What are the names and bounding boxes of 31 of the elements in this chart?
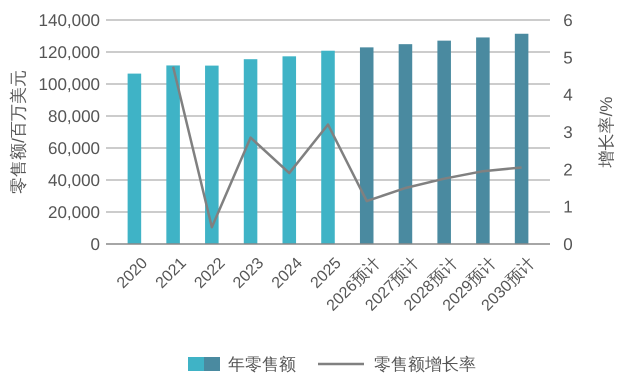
- bar: [514, 34, 528, 244]
- y2-tick-label: 2: [563, 160, 573, 180]
- y-tick-label: 120,000: [38, 42, 100, 62]
- bar: [244, 59, 258, 244]
- bar: [166, 65, 180, 244]
- bar: [205, 66, 219, 244]
- y2-tick-label: 3: [563, 122, 573, 142]
- bar: [282, 56, 296, 244]
- y2-tick-label: 1: [563, 198, 573, 217]
- y2-tick-label: 6: [563, 10, 573, 30]
- y-tick-label: 140,000: [38, 10, 100, 30]
- legend-label: 年零售额: [228, 355, 296, 374]
- bar: [398, 44, 412, 244]
- bar: [360, 47, 374, 244]
- y-tick-label: 20,000: [48, 202, 100, 222]
- bar: [476, 37, 490, 244]
- y-tick-label: 100,000: [38, 74, 100, 94]
- y-tick-label: 0: [90, 234, 100, 254]
- bar: [437, 40, 451, 244]
- y2-tick-label: 0: [563, 234, 573, 254]
- bar: [321, 50, 335, 244]
- y2-axis-title: 增长率/%: [597, 96, 616, 168]
- y-axis-title: 零售额/百万美元: [9, 70, 28, 194]
- y2-tick-label: 4: [563, 86, 573, 105]
- y-tick-label: 40,000: [48, 170, 100, 190]
- y-tick-label: 60,000: [48, 138, 100, 158]
- y-tick-label: 80,000: [48, 106, 100, 126]
- legend-label: 零售额增长率: [374, 355, 476, 374]
- line-series: [172, 65, 523, 228]
- y2-tick-label: 5: [563, 48, 573, 68]
- bar: [128, 74, 142, 244]
